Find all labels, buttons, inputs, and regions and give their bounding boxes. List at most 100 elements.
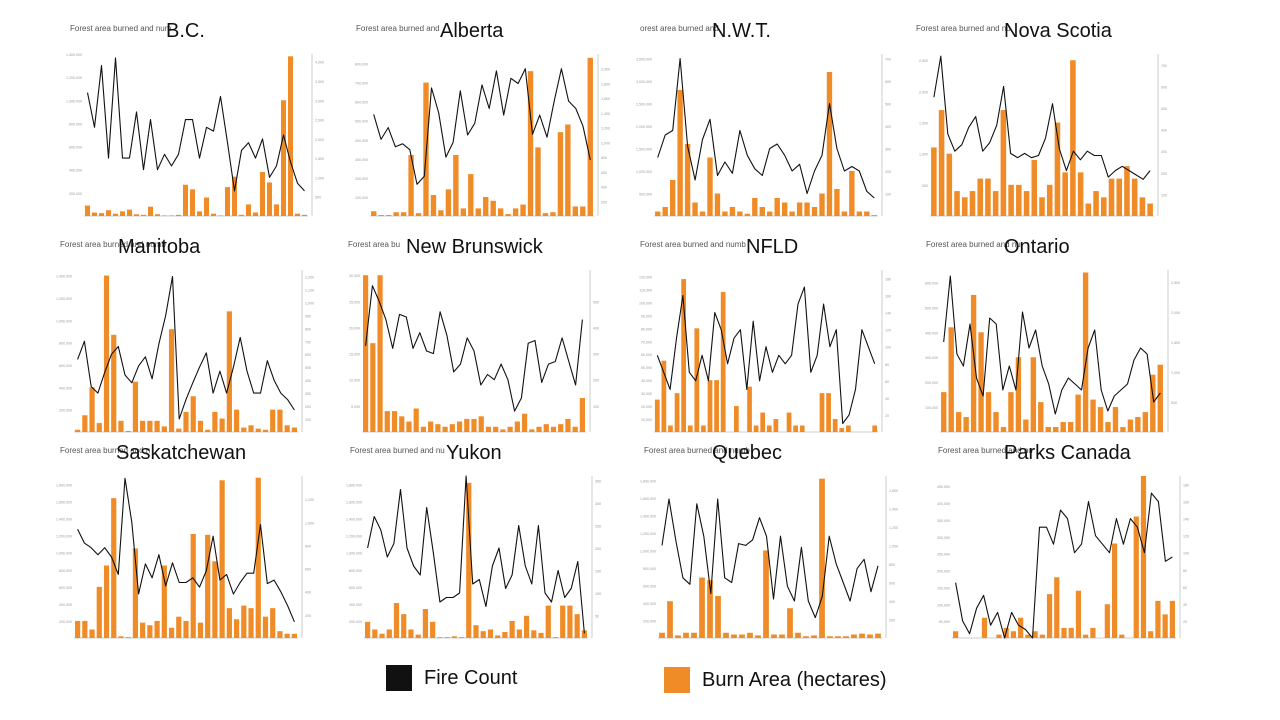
y-right-tick-label: 700 [1161,64,1167,68]
legend-swatch-black [386,665,412,691]
burn-area-bar [1119,634,1125,638]
y-right-tick-label: 400 [305,591,311,595]
burn-area-bar [75,429,81,432]
burn-area-bar [118,420,124,432]
y-left-tick-label: 400,000 [349,603,362,607]
burn-area-bar [1155,600,1161,638]
burn-area-bar [1127,419,1134,432]
burn-area-bar [89,387,95,432]
y-right-tick-label: 120 [1183,535,1189,539]
chart-panel: 200,000 400,000 600,000 800,000 1,000,000 1,2… [636,442,936,657]
burn-area-bar [981,617,988,638]
burn-area-bar [1018,617,1024,638]
burn-area-bar [731,634,737,638]
burn-area-bar [226,608,232,638]
burn-area-bar [535,147,541,216]
burn-area-bar [1039,634,1045,638]
burn-area-bar [154,420,160,432]
burn-area-bar [111,498,117,638]
y-left-tick-label: 100,000 [925,406,938,410]
burn-area-bar [538,632,544,638]
burn-area-bar [84,205,91,216]
burn-area-bar [370,343,376,432]
burn-area-bar [557,132,564,216]
chart-svg: 500,000 1,000,000 1,500,000 2,000,000 2,500,… [636,54,891,217]
burn-area-bar [684,144,691,216]
burn-area-bar [654,399,660,432]
y-left-tick-label: 1,400,000 [56,275,72,279]
burn-area-bar [75,620,81,638]
fire-count-line [657,57,875,199]
fire-count-line [365,285,583,412]
y-right-tick-label: 800 [305,327,311,331]
burn-area-bar [961,197,968,216]
burn-area-bar [183,620,189,638]
burn-area-bar [1039,197,1045,216]
panel-region-label: New Brunswick [406,236,543,258]
y-right-tick-label: 20 [1183,620,1187,624]
burn-area-bar [1046,184,1053,216]
y-right-tick-label: 300 [1161,150,1167,154]
burn-area-bar [729,207,736,216]
y-right-tick-label: 400 [889,600,895,604]
legend-item-fire-count: Fire Count [386,665,517,691]
y-left-tick-label: 100,000 [937,603,950,607]
burn-area-bar [978,332,984,432]
burn-area-bar [301,214,308,216]
y-left-tick-label: 200,000 [643,619,656,623]
y-left-tick-label: 200,000 [925,381,938,385]
burn-area-bar [811,207,818,216]
burn-area-bar [1031,159,1038,216]
burn-area-bar [385,215,392,216]
burn-area-bar [154,620,160,638]
fire-count-line [77,477,295,623]
burn-area-bar [1077,172,1084,216]
burn-area-bar [580,206,586,216]
burn-area-bar [938,110,945,216]
burn-area-bar [985,178,991,216]
y-left-tick-label: 70,000 [641,340,652,344]
burn-area-bar [252,212,259,216]
burn-area-bar [1101,197,1107,216]
y-left-tick-label: 200,000 [937,570,950,574]
chart-svg: 100,000 200,000 300,000 400,000 500,000 600,0… [925,270,1180,433]
burn-area-bar [1157,364,1163,432]
burn-area-bar [1000,427,1007,432]
burn-area-bar [992,191,999,216]
burn-area-bar [819,478,825,638]
burn-area-bar [714,193,721,216]
y-right-tick-label: 180 [1183,484,1189,488]
burn-area-bar [579,398,585,432]
y-left-tick-label: 400,000 [59,603,72,607]
burn-area-bar [464,418,470,432]
y-left-tick-label: 500,000 [925,306,938,310]
y-right-tick-label: 140 [885,312,891,316]
burn-area-bar [1124,166,1130,216]
y-left-tick-label: 400,000 [59,386,72,390]
burn-area-bar [471,418,477,432]
y-right-tick-label: 600 [885,80,891,84]
legend-label-burn-area: Burn Area (hectares) [702,668,887,691]
burn-area-bar [771,634,777,638]
chart-panel: 500,000 1,000,000 1,500,000 2,000,000 2,500,… [632,20,932,235]
burn-area-bar [581,630,587,638]
y-left-tick-label: 600,000 [925,281,938,285]
y-left-tick-label: 300,000 [355,158,368,162]
burn-area-bar [521,413,528,432]
burn-area-bar [714,380,719,432]
y-right-tick-label: 50 [595,615,599,619]
burn-area-bar [737,211,743,216]
burn-area-bar [287,56,294,216]
y-left-tick-label: 400,000 [69,169,82,173]
burn-area-bar [255,477,261,638]
chart-svg: 200,000 400,000 600,000 800,000 1,000,000 1,2… [56,270,314,433]
fire-count-line [86,57,305,192]
y-left-tick-label: 10,000 [641,418,652,422]
y-left-tick-label: 1,400,000 [346,518,362,522]
panel-tiny-title: Forest area bu [348,240,401,249]
burn-area-bar [372,629,378,638]
burn-area-bar [1030,357,1037,432]
chart-panel: 100,000 200,000 300,000 400,000 500,000 600,0… [348,20,648,235]
burn-area-bar [659,632,665,638]
burn-area-bar [197,622,204,638]
